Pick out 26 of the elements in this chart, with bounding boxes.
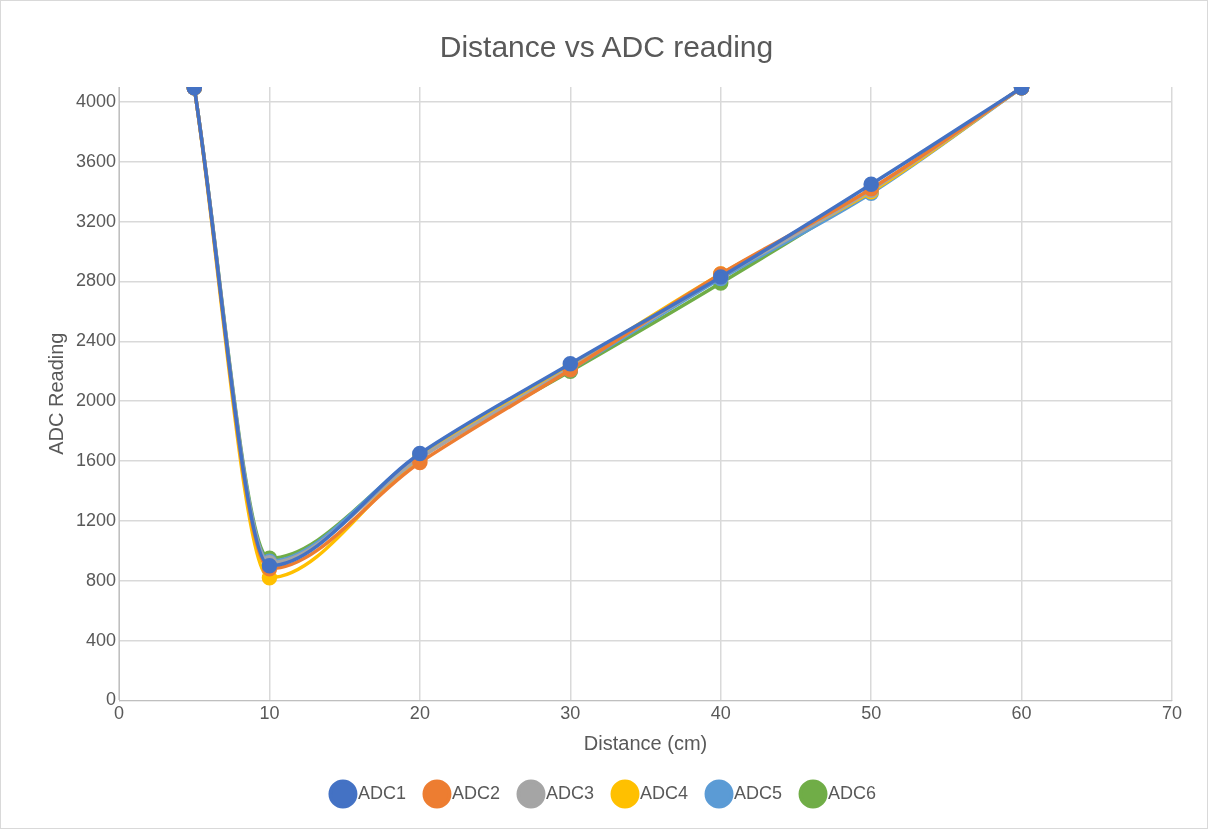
x-axis-title: Distance (cm) xyxy=(583,731,708,754)
x-tick-label: 40 xyxy=(710,703,731,724)
legend-label: ADC1 xyxy=(357,782,406,803)
y-tick-label: 2400 xyxy=(76,330,117,351)
x-tick-label: 20 xyxy=(409,703,430,724)
x-tick-label: 70 xyxy=(1161,703,1183,724)
x-tick-label: 10 xyxy=(259,703,280,724)
legend-label: ADC5 xyxy=(734,782,783,803)
x-tick-label: 30 xyxy=(560,703,581,724)
y-tick-label: 3600 xyxy=(76,150,117,171)
y-tick-label: 2000 xyxy=(76,390,117,411)
y-tick-label: 2800 xyxy=(76,270,117,291)
legend-label: ADC2 xyxy=(451,782,500,803)
y-axis-title: ADC Reading xyxy=(44,332,67,455)
x-tick-label: 60 xyxy=(1011,703,1032,724)
legend-label: ADC3 xyxy=(545,782,594,803)
y-tick-label: 1600 xyxy=(76,449,117,470)
chart-title: Distance vs ADC reading xyxy=(439,30,774,64)
y-tick-label: 4000 xyxy=(76,90,117,111)
y-tick-label: 1200 xyxy=(76,509,117,530)
y-tick-label: 400 xyxy=(86,629,117,650)
x-tick-label: 50 xyxy=(861,703,882,724)
legend-label: ADC4 xyxy=(640,782,689,803)
legend-label: ADC6 xyxy=(828,782,877,803)
y-tick-label: 800 xyxy=(86,569,117,590)
y-tick-label: 3200 xyxy=(76,210,117,231)
